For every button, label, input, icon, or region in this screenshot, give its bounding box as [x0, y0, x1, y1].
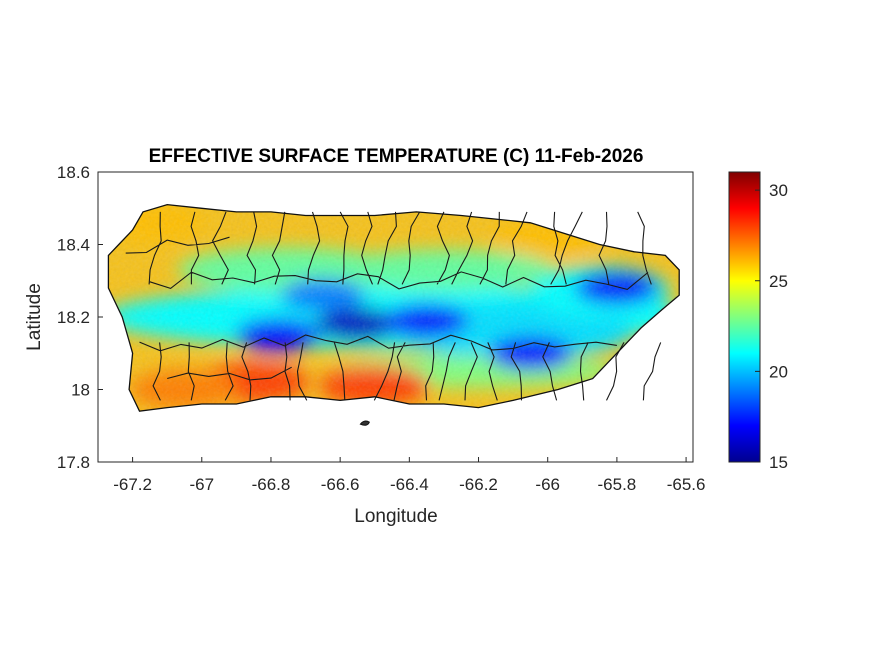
colorbar-tick-label: 20 [769, 362, 788, 381]
colorbar [728, 171, 761, 463]
x-tick-label: -66.2 [459, 475, 498, 494]
colorbar-tick-label: 30 [769, 181, 788, 200]
y-tick-label: 18.4 [57, 236, 90, 255]
island-outline [107, 203, 680, 412]
islets [359, 420, 370, 426]
y-tick-label: 18.6 [57, 163, 90, 182]
x-tick-label: -66.6 [321, 475, 360, 494]
y-axis: 17.8 18 18.2 18.4 18.6 [57, 163, 103, 472]
colorbar-tick-label: 15 [769, 453, 788, 472]
y-tick-label: 18 [71, 381, 90, 400]
x-tick-label: -67 [189, 475, 214, 494]
x-tick-label: -67.2 [113, 475, 152, 494]
y-tick-label: 17.8 [57, 453, 90, 472]
x-tick-label: -65.6 [667, 475, 706, 494]
map-layer [107, 203, 680, 426]
x-tick-label: -66.8 [252, 475, 291, 494]
colorbar-ticks: 15 20 25 30 [755, 181, 788, 472]
chart-title: EFFECTIVE SURFACE TEMPERATURE (C) 11-Feb… [149, 146, 644, 167]
y-axis-label: Latitude [24, 283, 45, 351]
colorbar-tick-label: 25 [769, 272, 788, 291]
x-tick-label: -66.4 [390, 475, 429, 494]
y-tick-label: 18.2 [57, 308, 90, 327]
x-tick-label: -65.8 [598, 475, 637, 494]
x-tick-label: -66 [535, 475, 560, 494]
municipality-borders [125, 211, 662, 401]
x-axis-label: Longitude [354, 506, 437, 527]
x-axis: -67.2 -67 -66.8 -66.6 -66.4 -66.2 -66 -65.8 -65.… [113, 457, 705, 494]
